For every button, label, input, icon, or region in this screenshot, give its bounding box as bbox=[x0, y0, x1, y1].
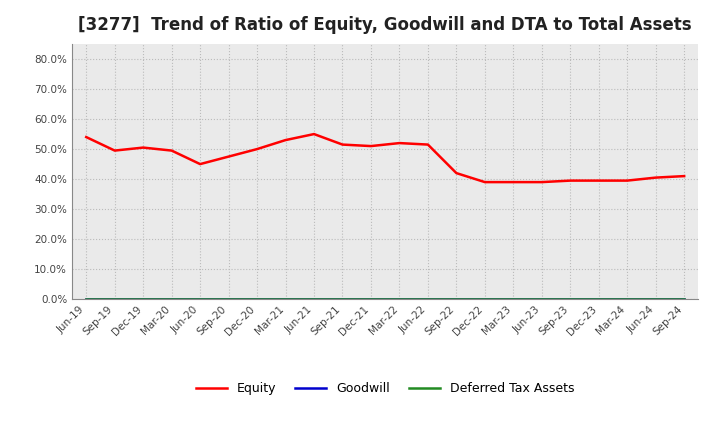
Goodwill bbox=[366, 297, 375, 302]
Equity bbox=[595, 178, 603, 183]
Goodwill bbox=[253, 297, 261, 302]
Equity bbox=[82, 135, 91, 140]
Equity bbox=[167, 148, 176, 153]
Goodwill bbox=[509, 297, 518, 302]
Goodwill bbox=[623, 297, 631, 302]
Deferred Tax Assets bbox=[225, 297, 233, 302]
Equity bbox=[480, 180, 489, 185]
Deferred Tax Assets bbox=[595, 297, 603, 302]
Deferred Tax Assets bbox=[110, 297, 119, 302]
Goodwill bbox=[167, 297, 176, 302]
Goodwill bbox=[423, 297, 432, 302]
Goodwill bbox=[310, 297, 318, 302]
Deferred Tax Assets bbox=[82, 297, 91, 302]
Goodwill bbox=[110, 297, 119, 302]
Goodwill bbox=[139, 297, 148, 302]
Goodwill bbox=[282, 297, 290, 302]
Deferred Tax Assets bbox=[395, 297, 404, 302]
Deferred Tax Assets bbox=[537, 297, 546, 302]
Title: [3277]  Trend of Ratio of Equity, Goodwill and DTA to Total Assets: [3277] Trend of Ratio of Equity, Goodwil… bbox=[78, 16, 692, 34]
Goodwill bbox=[680, 297, 688, 302]
Goodwill bbox=[196, 297, 204, 302]
Deferred Tax Assets bbox=[366, 297, 375, 302]
Equity bbox=[452, 170, 461, 176]
Equity bbox=[566, 178, 575, 183]
Equity bbox=[366, 143, 375, 149]
Goodwill bbox=[480, 297, 489, 302]
Equity bbox=[225, 154, 233, 159]
Deferred Tax Assets bbox=[509, 297, 518, 302]
Goodwill bbox=[225, 297, 233, 302]
Goodwill bbox=[338, 297, 347, 302]
Equity bbox=[139, 145, 148, 150]
Deferred Tax Assets bbox=[652, 297, 660, 302]
Equity bbox=[623, 178, 631, 183]
Deferred Tax Assets bbox=[452, 297, 461, 302]
Goodwill bbox=[452, 297, 461, 302]
Deferred Tax Assets bbox=[139, 297, 148, 302]
Deferred Tax Assets bbox=[310, 297, 318, 302]
Goodwill bbox=[537, 297, 546, 302]
Equity bbox=[395, 140, 404, 146]
Deferred Tax Assets bbox=[253, 297, 261, 302]
Equity bbox=[110, 148, 119, 153]
Deferred Tax Assets bbox=[423, 297, 432, 302]
Equity bbox=[253, 147, 261, 152]
Goodwill bbox=[652, 297, 660, 302]
Deferred Tax Assets bbox=[167, 297, 176, 302]
Equity bbox=[423, 142, 432, 147]
Equity bbox=[196, 161, 204, 167]
Deferred Tax Assets bbox=[196, 297, 204, 302]
Goodwill bbox=[566, 297, 575, 302]
Equity bbox=[537, 180, 546, 185]
Deferred Tax Assets bbox=[282, 297, 290, 302]
Equity bbox=[652, 175, 660, 180]
Deferred Tax Assets bbox=[680, 297, 688, 302]
Deferred Tax Assets bbox=[566, 297, 575, 302]
Goodwill bbox=[395, 297, 404, 302]
Legend: Equity, Goodwill, Deferred Tax Assets: Equity, Goodwill, Deferred Tax Assets bbox=[191, 377, 580, 400]
Deferred Tax Assets bbox=[338, 297, 347, 302]
Equity bbox=[509, 180, 518, 185]
Equity bbox=[282, 137, 290, 143]
Equity bbox=[680, 173, 688, 179]
Equity bbox=[338, 142, 347, 147]
Equity bbox=[310, 132, 318, 137]
Deferred Tax Assets bbox=[480, 297, 489, 302]
Goodwill bbox=[82, 297, 91, 302]
Deferred Tax Assets bbox=[623, 297, 631, 302]
Goodwill bbox=[595, 297, 603, 302]
Line: Equity: Equity bbox=[86, 134, 684, 182]
